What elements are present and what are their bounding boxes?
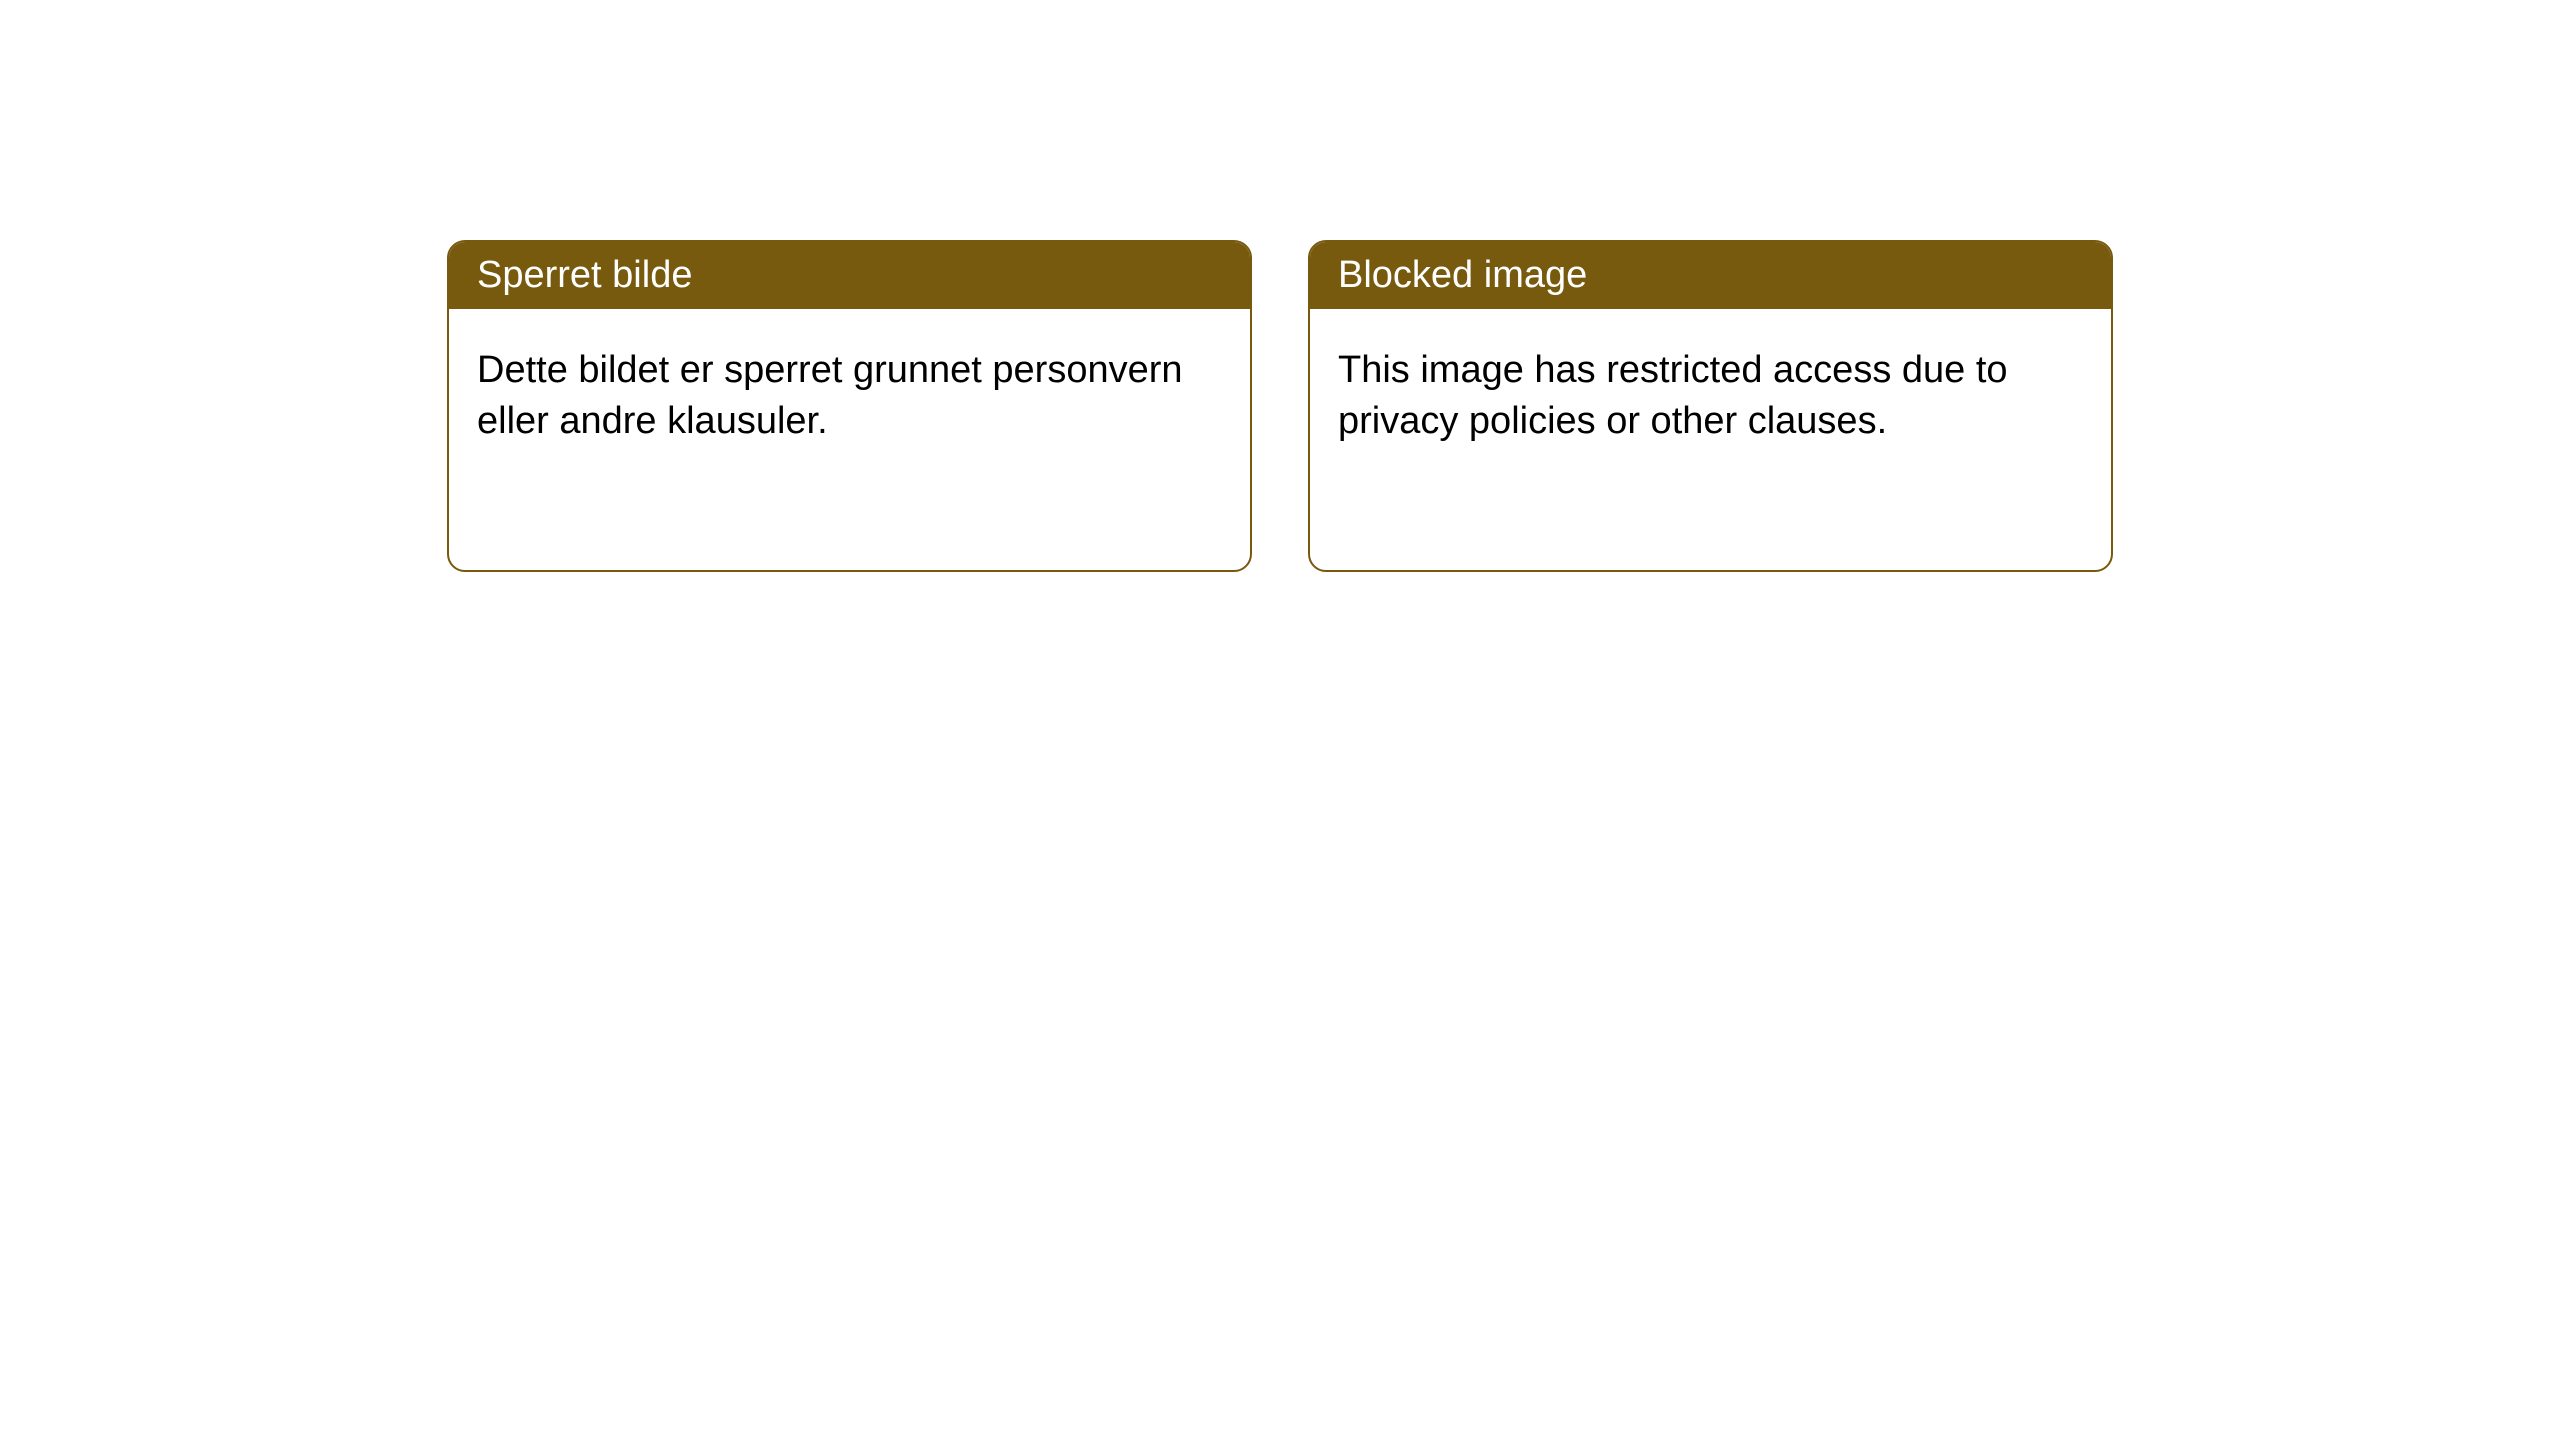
notice-card-english: Blocked image This image has restricted … xyxy=(1308,240,2113,572)
notice-card-norwegian: Sperret bilde Dette bildet er sperret gr… xyxy=(447,240,1252,572)
notice-body-norwegian: Dette bildet er sperret grunnet personve… xyxy=(449,309,1250,484)
notice-container: Sperret bilde Dette bildet er sperret gr… xyxy=(0,0,2560,572)
notice-title-english: Blocked image xyxy=(1310,242,2111,309)
notice-body-english: This image has restricted access due to … xyxy=(1310,309,2111,484)
notice-title-norwegian: Sperret bilde xyxy=(449,242,1250,309)
